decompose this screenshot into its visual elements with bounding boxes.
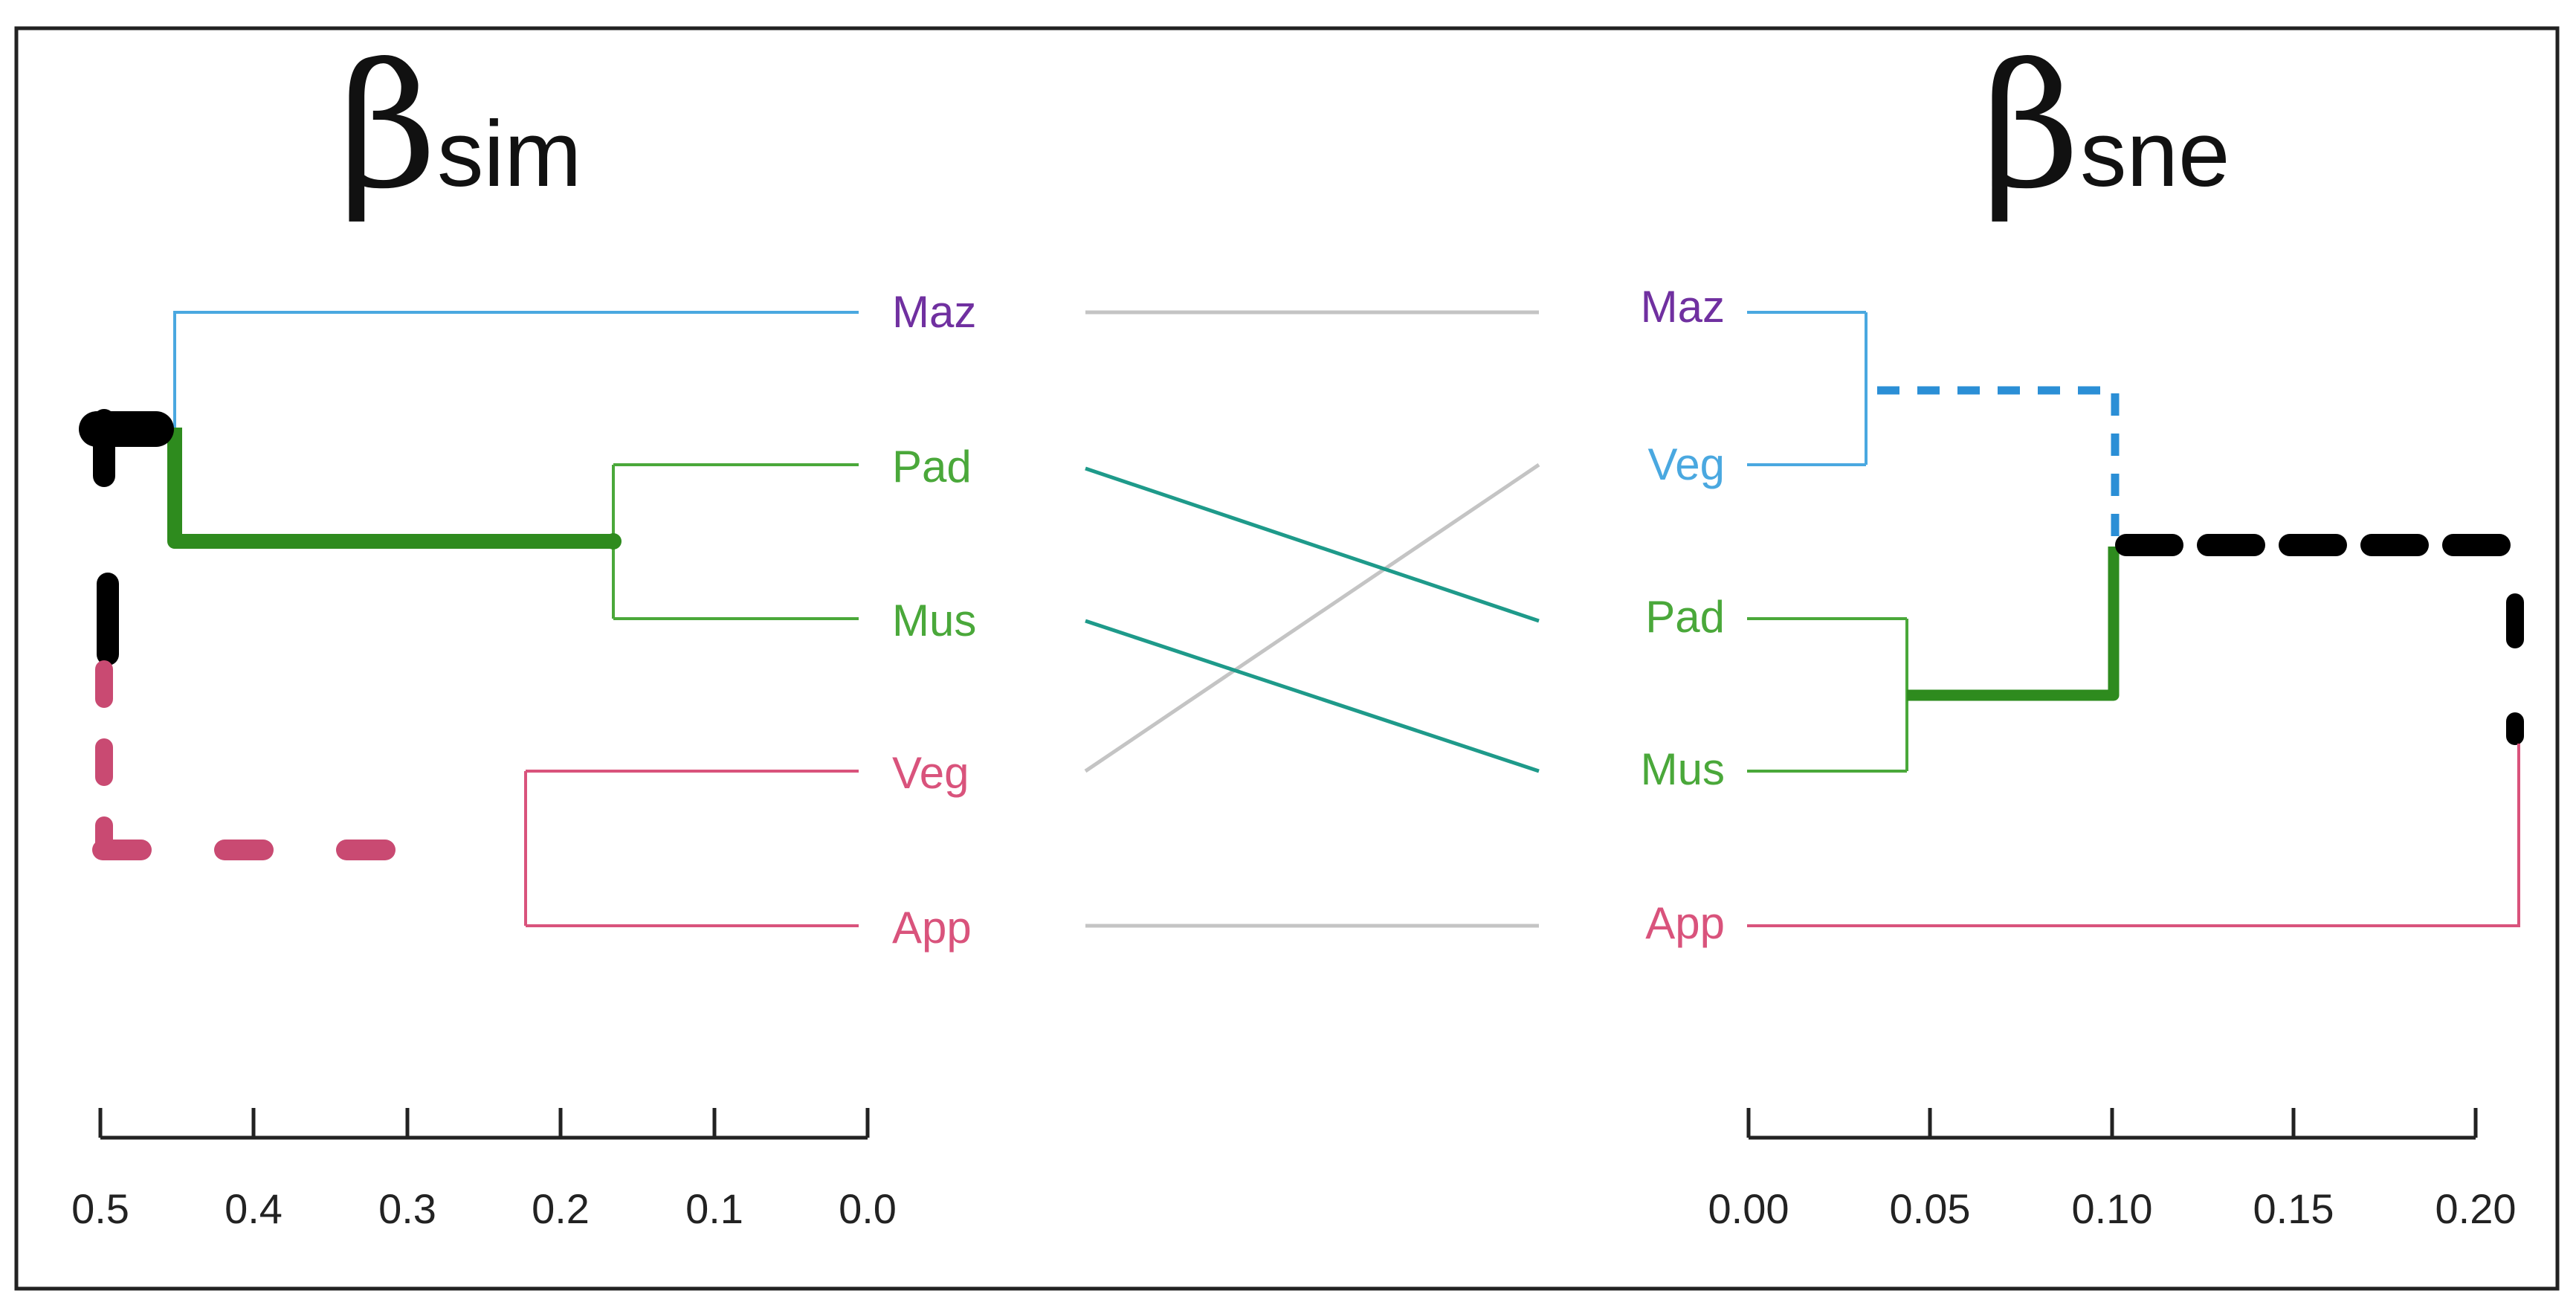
right-title-subscript: sne <box>2080 103 2230 206</box>
left-tick-label-1: 0.4 <box>225 1185 283 1232</box>
right-branch-app <box>1747 744 2520 927</box>
left-tick-label-0: 0.5 <box>71 1185 129 1232</box>
left-title-symbol: β <box>338 28 437 227</box>
right-title-symbol: β <box>1981 28 2080 227</box>
left-axis <box>98 1108 870 1140</box>
left-dendrogram <box>79 311 859 927</box>
left-leaf-labels: Maz Pad Mus Veg App <box>892 287 976 953</box>
left-leaf-mus: Mus <box>892 596 976 645</box>
tangle-links <box>1084 310 1540 928</box>
right-blue-dash <box>1877 386 2120 543</box>
right-leaf-mus: Mus <box>1641 744 1725 794</box>
left-tick-label-2: 0.3 <box>378 1185 436 1232</box>
left-title-subscript: sim <box>437 103 581 206</box>
right-leaf-app: App <box>1645 898 1725 948</box>
right-axis <box>1746 1108 2478 1140</box>
left-tick-label-4: 0.1 <box>685 1185 743 1232</box>
right-title: βsne <box>1981 28 2230 227</box>
figure-frame <box>14 26 2560 1291</box>
left-leaf-veg: Veg <box>892 748 969 798</box>
left-title: βsim <box>338 28 581 227</box>
left-thick-merge <box>167 428 613 549</box>
link-pad <box>1085 466 1540 623</box>
left-tick-label-5: 0.0 <box>839 1185 897 1232</box>
right-leaf-labels: Maz Veg Pad Mus App <box>1641 282 1725 948</box>
right-tick-label-2: 0.10 <box>2072 1185 2153 1232</box>
link-veg <box>1084 463 1540 773</box>
right-tick-label-3: 0.15 <box>2253 1185 2334 1232</box>
left-tick-label-3: 0.2 <box>532 1185 590 1232</box>
right-tick-label-4: 0.20 <box>2435 1185 2517 1232</box>
left-axis-labels: 0.5 0.4 0.3 0.2 0.1 0.0 <box>71 1185 897 1232</box>
right-leaf-pad: Pad <box>1645 592 1725 642</box>
left-branch-maz <box>173 311 859 431</box>
right-axis-labels: 0.00 0.05 0.10 0.15 0.20 <box>1708 1185 2517 1232</box>
left-merge-node <box>605 533 622 550</box>
right-thick-merge <box>1907 547 2120 701</box>
right-dendrogram <box>1747 311 2524 927</box>
left-leaf-app: App <box>892 903 972 953</box>
left-leaf-maz: Maz <box>892 287 976 337</box>
right-tick-label-0: 0.00 <box>1708 1185 1789 1232</box>
link-mus <box>1085 619 1540 773</box>
right-tick-label-1: 0.05 <box>1890 1185 1971 1232</box>
right-leaf-maz: Maz <box>1641 282 1725 332</box>
left-leaf-pad: Pad <box>892 442 972 492</box>
right-leaf-veg: Veg <box>1648 439 1725 489</box>
